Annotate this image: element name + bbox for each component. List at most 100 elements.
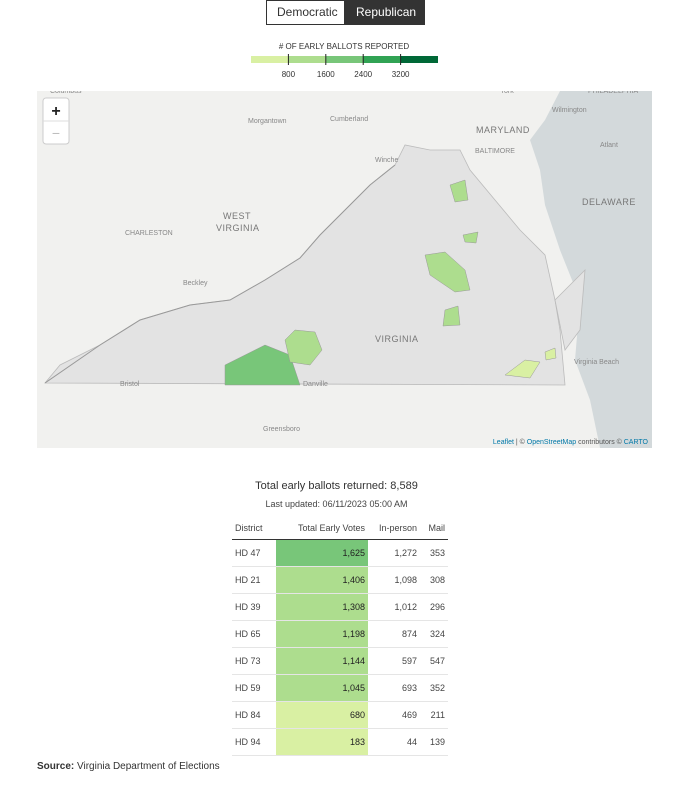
- cell-number: 44: [368, 728, 420, 756]
- cell-number: 1,045: [276, 674, 368, 702]
- place-label: BALTIMORE: [475, 148, 515, 155]
- results-table: District Total Early Votes In-person Mail HD…: [232, 517, 448, 756]
- cell-number: 1,144: [276, 647, 368, 675]
- water: [530, 91, 652, 448]
- cell-number: 1,098: [368, 566, 420, 594]
- state-border: [44, 164, 396, 384]
- district: [224, 344, 301, 386]
- place-label: Danville: [303, 381, 328, 388]
- zoom-out[interactable]: −: [52, 125, 60, 141]
- eastern-shore: [554, 268, 586, 351]
- place-label: CHARLESTON: [125, 230, 173, 237]
- cell-number: 211: [420, 701, 448, 729]
- column-header: Total Early Votes: [276, 517, 368, 540]
- place-label: Beckley: [183, 280, 208, 287]
- district: [504, 359, 541, 379]
- place-label: Atlant: [600, 142, 618, 149]
- total: Total early ballots returned: 8,589: [0, 480, 673, 492]
- district: [544, 347, 557, 361]
- district: [442, 305, 461, 327]
- cell-district: HD 73: [232, 647, 276, 675]
- table-row: HD 21 1,406 1,098 308: [232, 566, 448, 594]
- district: [284, 329, 323, 366]
- district: [449, 179, 469, 203]
- text: contributors ©: [576, 438, 624, 446]
- attribution: Leaflet | © OpenStreetMap contributors ©…: [493, 438, 649, 446]
- legend-title: # OF EARLY BALLOTS REPORTED: [279, 42, 409, 51]
- zoom-in[interactable]: +: [51, 103, 60, 120]
- cell-number: 296: [420, 593, 448, 621]
- table-row: HD 84 680 469 211: [232, 701, 448, 729]
- toggle-button[interactable]: Democratic: [266, 0, 345, 25]
- legend-swatch: [363, 56, 401, 63]
- cell-number: 139: [420, 728, 448, 756]
- cell-number: 680: [276, 701, 368, 729]
- place-label: VIRGINIA: [375, 334, 419, 344]
- cell-number: 469: [368, 701, 420, 729]
- legend-swatch: [288, 56, 326, 63]
- cell-district: HD 65: [232, 620, 276, 648]
- place-label: Morgantown: [248, 118, 287, 125]
- place-label: VIRGINIA: [216, 223, 260, 233]
- source: Source: Virginia Department of Elections: [37, 761, 220, 772]
- place-label: Wilmington: [552, 107, 587, 114]
- cell-number: 308: [420, 566, 448, 594]
- place-label: Virginia Beach: [574, 359, 619, 366]
- place-label: Greensboro: [263, 426, 300, 433]
- legend-tick-label: 2400: [354, 70, 372, 79]
- cell-number: 874: [368, 620, 420, 648]
- cell-number: 1,625: [276, 539, 368, 567]
- cell-number: 1,198: [276, 620, 368, 648]
- cell-number: 183: [276, 728, 368, 756]
- source-text: Virginia Department of Elections: [74, 761, 220, 772]
- link[interactable]: Leaflet: [493, 439, 514, 446]
- column-header: In-person: [368, 517, 420, 540]
- district: [462, 231, 479, 244]
- toggle-button[interactable]: Republican: [345, 0, 425, 25]
- cell-district: HD 39: [232, 593, 276, 621]
- place-label: WEST: [223, 211, 251, 221]
- place-label: PHILADELPHIA: [588, 91, 639, 95]
- cell-number: 1,012: [368, 593, 420, 621]
- column-header: District: [232, 517, 276, 540]
- cell-number: 1,272: [368, 539, 420, 567]
- source-label: Source:: [37, 761, 75, 772]
- cell-district: HD 59: [232, 674, 276, 702]
- column-header: Mail: [420, 517, 448, 540]
- place-label: York: [500, 91, 514, 95]
- place-label: Winche: [375, 157, 398, 164]
- place-label: MARYLAND: [476, 125, 530, 135]
- place-label: Bristol: [120, 381, 140, 388]
- link[interactable]: OpenStreetMap: [527, 439, 577, 446]
- text: | ©: [514, 438, 527, 446]
- cell-number: 1,406: [276, 566, 368, 594]
- legend-swatch: [251, 56, 289, 63]
- cell-district: HD 94: [232, 728, 276, 756]
- table-row: HD 73 1,144 597 547: [232, 647, 448, 675]
- table-row: HD 47 1,625 1,272 353: [232, 539, 448, 567]
- place-label: Cumberland: [330, 116, 368, 123]
- cell-number: 324: [420, 620, 448, 648]
- cell-number: 693: [368, 674, 420, 702]
- cell-district: HD 84: [232, 701, 276, 729]
- cell-number: 1,308: [276, 593, 368, 621]
- cell-number: 597: [368, 647, 420, 675]
- total-value: 8,589: [390, 480, 418, 492]
- legend-tick-label: 1600: [317, 70, 335, 79]
- table-row: HD 65 1,198 874 324: [232, 620, 448, 648]
- table-row: HD 39 1,308 1,012 296: [232, 593, 448, 621]
- legend-tick-label: 3200: [392, 70, 410, 79]
- legend-swatch: [325, 56, 364, 63]
- cell-number: 547: [420, 647, 448, 675]
- cell-district: HD 47: [232, 539, 276, 567]
- cell-number: 352: [420, 674, 448, 702]
- legend: # OF EARLY BALLOTS REPORTED 800 1600 2400 3…: [251, 42, 438, 79]
- district: [424, 251, 471, 293]
- table-row: HD 59 1,045 693 352: [232, 674, 448, 702]
- place-label: DELAWARE: [582, 197, 636, 207]
- cell-district: HD 21: [232, 566, 276, 594]
- place-label: Columbus: [50, 91, 82, 95]
- total-label: Total early ballots returned:: [255, 480, 388, 492]
- link[interactable]: CARTO: [624, 439, 649, 446]
